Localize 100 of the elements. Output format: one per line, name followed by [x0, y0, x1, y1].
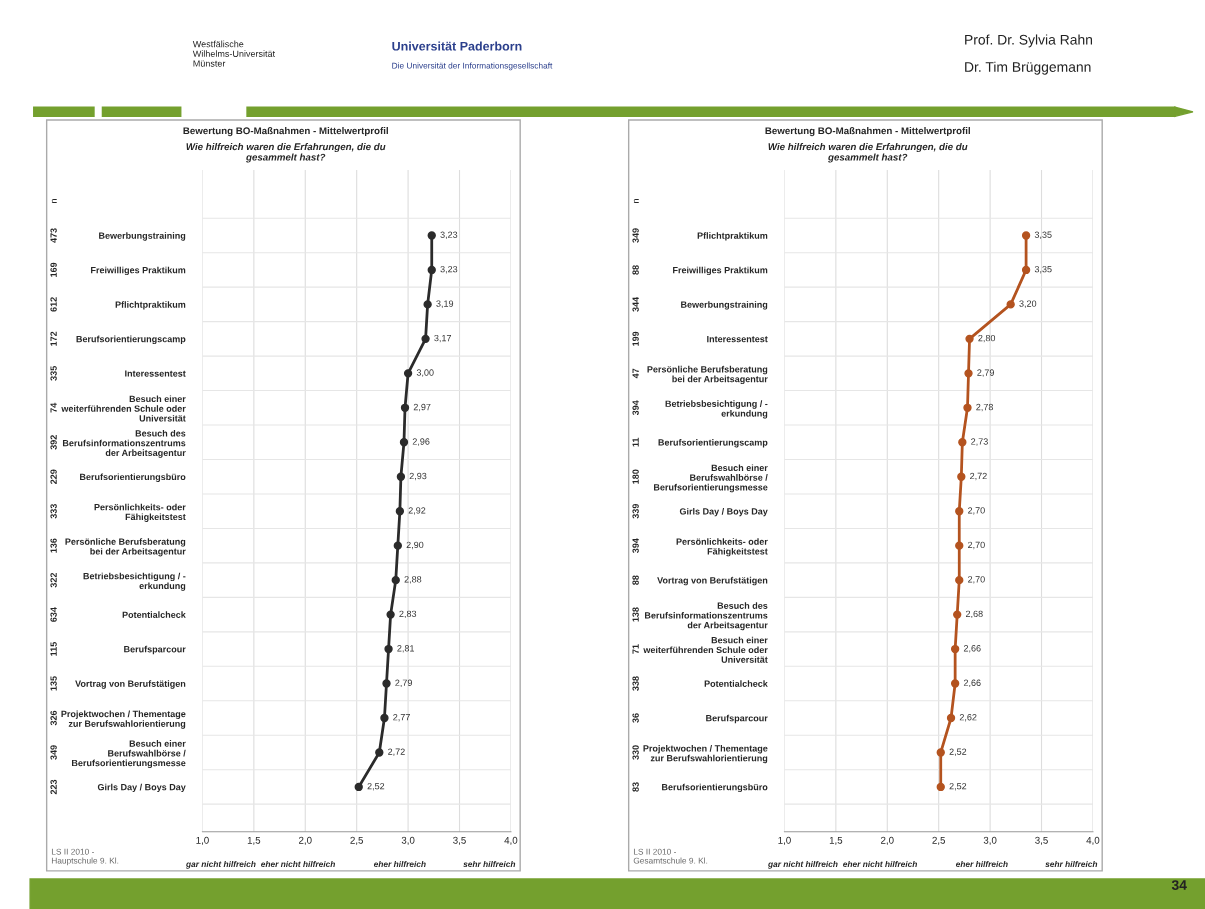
data-label: 2,72 — [388, 748, 405, 756]
text: 344 — [632, 296, 639, 312]
point — [386, 610, 395, 619]
data-label: 2,93 — [409, 472, 427, 481]
y-tick-label: Bewerbungstraining — [681, 301, 768, 310]
point — [1021, 265, 1031, 275]
text: Prof. Dr. Sylvia Rahn — [965, 34, 1093, 48]
y-tick-label: Betriebsbesichtigung / - erkundung — [665, 400, 768, 419]
text: 322 — [50, 572, 57, 588]
data-label: 2,79 — [977, 369, 994, 377]
chart-subtitle: Wie hilfreich waren die Erfahrungen, die du gesammelt hast? — [768, 143, 968, 163]
data-label: 2,68 — [965, 610, 983, 619]
data-label: 2,80 — [978, 334, 996, 343]
y-tick-label: Betriebsbesichtigung / - erkundung — [83, 572, 186, 591]
text: 11 — [632, 437, 639, 447]
point — [957, 472, 966, 481]
point — [354, 782, 363, 792]
y-tick-label: Interessentest — [707, 335, 768, 343]
y-tick-label: Girls Day / Boys Day — [97, 783, 186, 793]
text: n — [51, 199, 57, 203]
x-tick-label: 3,0 — [401, 836, 415, 845]
point — [964, 369, 973, 378]
text: n — [633, 199, 639, 203]
data-label: 3,35 — [1034, 265, 1052, 274]
data-label: 2,70 — [968, 541, 985, 550]
y-tick-label: Persönliche Berufsberatung bei der Arbeitsagentur — [647, 365, 768, 385]
chart-subtitle: Wie hilfreich waren die Erfahrungen, die du gesammelt hast? — [186, 143, 386, 163]
data-label: 2,72 — [970, 472, 987, 481]
text: Universität Paderborn — [392, 41, 522, 51]
data-label: 3,23 — [440, 231, 458, 239]
y-tick-label: Berufsorientierungsbüro — [662, 783, 768, 793]
point — [393, 541, 402, 550]
y-tick-label: Freiwilliges Praktikum — [91, 266, 186, 276]
text: 136 — [50, 538, 57, 553]
y-tick-label: Potentialcheck — [704, 680, 768, 687]
text: 223 — [50, 779, 57, 795]
text: Westfälische Wilhelms-Universität Münster — [192, 40, 275, 67]
point — [955, 541, 964, 550]
text: 34 — [1171, 880, 1187, 891]
y-tick-label: Berufsorientierungsbüro — [80, 473, 186, 482]
text: eher nicht hilfreich — [843, 860, 918, 868]
point — [391, 575, 400, 585]
point — [375, 748, 384, 757]
y-tick-label: Freiwilliges Praktikum — [673, 266, 768, 276]
text: 333 — [50, 503, 57, 519]
y-tick-label: Berufsparcour — [706, 714, 768, 724]
text: 74 — [50, 402, 57, 413]
y-tick-label: Interessentest — [125, 370, 186, 377]
text: 349 — [50, 745, 57, 760]
point — [384, 644, 393, 654]
text: 612 — [50, 297, 57, 312]
y-tick-label: Vortrag von Berufstätigen — [75, 680, 186, 689]
text: gar nicht hilfreich — [767, 860, 838, 869]
data-label: 2,96 — [412, 438, 430, 446]
text: 394 — [632, 538, 639, 553]
point — [1021, 231, 1031, 240]
text: gar nicht hilfreich — [185, 860, 256, 869]
text: 330 — [632, 745, 639, 760]
point — [936, 782, 945, 792]
text: 392 — [50, 435, 57, 450]
x-tick-label: 1,0 — [778, 836, 791, 845]
point — [399, 438, 409, 447]
text: 229 — [50, 469, 57, 484]
data-label: 2,78 — [976, 403, 993, 412]
data-label: 2,81 — [397, 645, 415, 653]
point — [427, 231, 436, 240]
y-tick-label: Pflichtpraktikum — [115, 301, 186, 310]
point — [958, 438, 967, 447]
text: 180 — [632, 469, 639, 484]
text: 326 — [50, 710, 57, 726]
y-tick-label: Besuch einer weiterführenden Schule oder Universität — [643, 636, 768, 663]
data-label: 2,52 — [949, 782, 967, 791]
chart-title: Bewertung BO-Maßnahmen - Mittelwertprofil — [765, 127, 970, 137]
point — [953, 610, 962, 619]
y-tick-label: Projektwochen / Thementage zur Berufswahlorientierung — [643, 744, 768, 764]
y-tick-label: Berufsorientierungscamp — [76, 335, 186, 345]
text: 36 — [632, 713, 639, 723]
point — [965, 334, 974, 344]
data-label: 2,83 — [399, 610, 417, 619]
text: LS II 2010 - Hauptschule 9. Kl. — [51, 848, 119, 866]
point — [427, 265, 436, 275]
text: 169 — [50, 262, 57, 277]
y-tick-label: Besuch einer Berufswahlbörse / Berufsorientierungsmesse — [71, 740, 186, 769]
text: 47 — [632, 368, 639, 379]
text: sehr hilfreich — [1045, 860, 1098, 868]
x-tick-label: 2,5 — [932, 836, 946, 845]
data-label: 3,20 — [1019, 300, 1037, 308]
text: 138 — [632, 607, 639, 622]
text: 172 — [50, 331, 57, 346]
point — [936, 748, 945, 757]
data-label: 3,00 — [416, 369, 434, 377]
y-tick-label: Persönlichkeits- oder Fähigkeitstest — [676, 538, 768, 557]
x-tick-label: 3,0 — [983, 836, 997, 845]
data-label: 3,35 — [1034, 231, 1052, 239]
data-label: 2,77 — [393, 714, 410, 722]
y-tick-label: Besuch einer Berufswahlbörse / Berufsorientierungsmesse — [654, 464, 768, 493]
point — [382, 679, 391, 688]
data-label: 2,66 — [963, 645, 981, 653]
y-tick-label: Besuch des Berufsinformationszentrums der Arbeitsagentur — [62, 429, 186, 458]
y-tick-label: Persönliche Berufsberatung bei der Arbeitsagentur — [65, 538, 186, 557]
